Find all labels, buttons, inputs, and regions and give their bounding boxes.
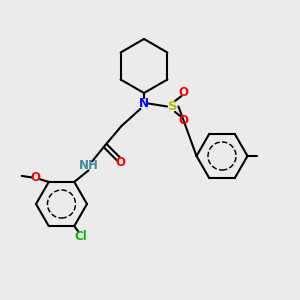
Text: O: O (30, 171, 40, 184)
Text: O: O (178, 86, 188, 100)
Text: NH: NH (79, 158, 98, 172)
Text: N: N (139, 97, 149, 110)
Text: O: O (178, 113, 188, 127)
Text: O: O (115, 156, 125, 169)
Text: S: S (168, 100, 177, 113)
Text: Cl: Cl (74, 230, 87, 243)
